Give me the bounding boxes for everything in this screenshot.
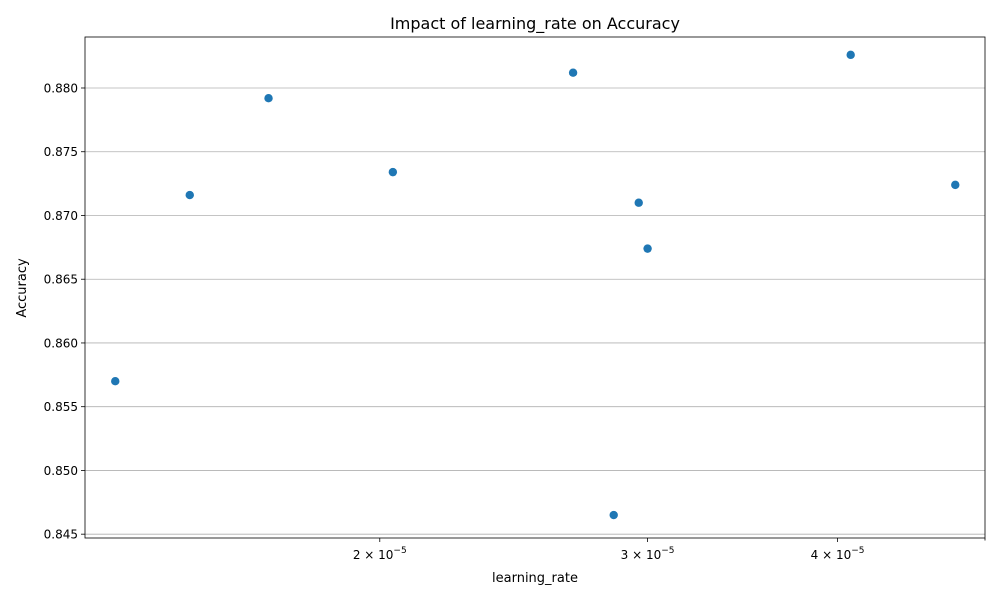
x-tick-label: 4 × 10−5 (811, 546, 865, 562)
data-point (643, 244, 652, 253)
y-axis-label: Accuracy (15, 258, 30, 318)
data-point (634, 198, 643, 207)
data-point (568, 68, 578, 77)
y-tick-label: 0.880 (44, 81, 78, 95)
data-point (609, 510, 618, 520)
data-point (111, 376, 120, 386)
y-gridlines (85, 87, 985, 535)
y-tick-label: 0.870 (44, 209, 78, 223)
data-point (951, 180, 960, 190)
data-point (388, 167, 398, 177)
y-axis-ticks: 0.845 0.850 0.855 0.860 0.865 0.870 0.875 0.880 (44, 81, 85, 542)
x-tick-label: 2 × 10−5 (353, 546, 407, 562)
data-point (264, 93, 273, 103)
x-tick-label: 3 × 10−5 (621, 546, 675, 562)
plot-area-frame (84, 36, 986, 539)
y-tick-label: 0.855 (44, 400, 78, 414)
y-tick-label: 0.875 (44, 145, 78, 159)
y-tick-label: 0.845 (44, 528, 78, 542)
data-points (111, 50, 960, 520)
y-tick-label: 0.850 (44, 464, 78, 478)
x-axis-ticks: 2 × 10−5 3 × 10−5 4 × 10−5 (353, 538, 986, 562)
y-tick-label: 0.865 (44, 273, 78, 287)
chart-title: Impact of learning_rate on Accuracy (390, 14, 680, 34)
data-point (185, 190, 194, 200)
x-axis-label: learning_rate (492, 571, 578, 586)
y-tick-label: 0.860 (44, 336, 78, 350)
data-point (846, 50, 855, 60)
